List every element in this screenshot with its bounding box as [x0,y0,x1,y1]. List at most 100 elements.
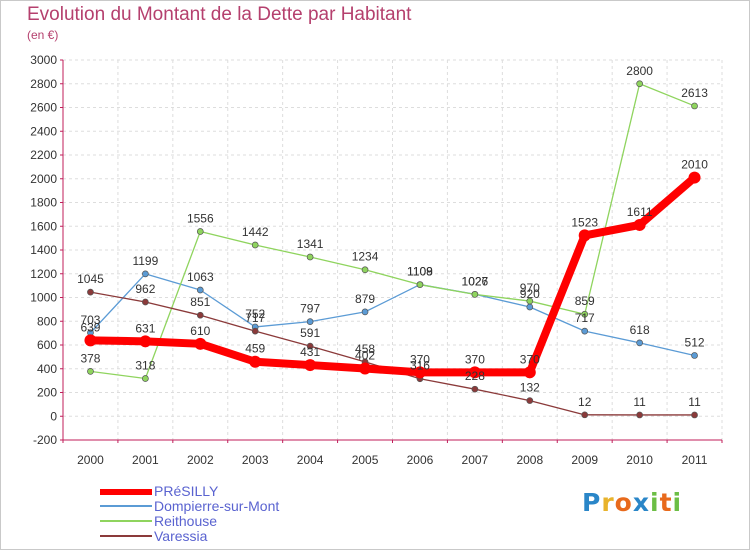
y-tick-label: 200 [37,386,57,400]
logo-letter: x [632,488,650,517]
chart-title: Evolution du Montant de la Dette par Hab… [27,4,412,25]
y-tick-label: 2000 [30,172,57,186]
y-tick-label: 1600 [30,219,57,233]
data-label: 962 [135,282,155,296]
data-label: 717 [575,311,595,325]
data-label: 920 [520,287,540,301]
data-point [306,253,314,261]
y-tick-label: 800 [37,314,57,328]
x-tick-label: 2011 [682,453,708,467]
x-tick-label: 2006 [407,453,434,467]
data-label: 851 [190,295,210,309]
data-point [361,308,369,316]
legend-swatch-varessia [100,535,152,537]
data-label: 610 [190,324,210,338]
legend-label: Reithouse [154,513,218,529]
legend-swatch-dompierre [100,505,152,507]
legend-label: Dompierre-sur-Mont [154,498,280,514]
series-line [89,273,696,357]
x-tick-label: 2003 [242,453,269,467]
data-label: 591 [300,326,320,340]
data-point [471,291,479,298]
data-point [468,366,481,379]
data-point [304,359,317,372]
data-label: 458 [355,342,375,356]
data-label: 703 [80,313,100,327]
data-point [139,335,152,348]
data-point [636,80,643,88]
data-label: 879 [355,292,375,306]
data-label: 1109 [407,265,433,279]
x-tick-label: 2001 [132,453,159,467]
x-tick-label: 2005 [352,453,379,467]
x-tick-label: 2004 [297,453,324,467]
data-label: 1027 [462,274,489,288]
data-label: 1341 [297,237,324,251]
data-label: 318 [135,358,155,372]
legend-swatch-presilly [100,489,152,495]
data-point [526,397,534,404]
data-label: 316 [410,359,430,373]
data-point [87,368,94,375]
data-label: 1442 [242,225,269,239]
data-point [196,228,204,235]
data-label: 1108 [407,265,433,279]
data-label: 1026 [462,274,489,288]
legend-label: PRéSILLY [154,483,219,499]
data-point [416,281,424,289]
data-label: 2613 [681,86,708,100]
data-point [194,337,207,350]
data-point [581,327,589,335]
y-tick-label: 0 [50,409,57,423]
data-label: 459 [245,342,265,356]
y-tick-label: 1400 [30,243,57,257]
data-label: 12 [578,395,592,409]
data-label: 639 [80,320,100,334]
x-tick-label: 2000 [77,453,104,467]
logo-letter: i [650,488,660,517]
series-line [89,83,696,380]
data-label: 1045 [77,272,104,286]
data-point [87,288,94,296]
y-tick-label: 2600 [30,101,57,115]
data-label: 970 [520,281,540,295]
logo-letter: i [672,488,683,517]
data-point [196,286,204,294]
x-tick-label: 2008 [516,453,543,467]
data-point [361,266,369,274]
data-label: 1234 [352,250,379,264]
legend-swatch-reithouse [100,520,152,522]
logo-letter: P [582,488,602,517]
data-label: 11 [633,395,646,409]
data-label: 2010 [681,158,708,172]
data-point [581,411,589,419]
y-tick-label: 400 [37,362,57,376]
data-point [413,366,426,379]
data-point [688,171,701,184]
x-tick-label: 2010 [626,453,653,467]
x-tick-label: 2007 [462,453,489,467]
logo-letter: t [659,488,673,517]
data-point [526,297,534,305]
data-label: 752 [245,307,265,321]
data-point [526,303,534,311]
data-label: 631 [135,321,155,335]
data-label: 859 [575,294,595,308]
data-label: 132 [520,381,540,395]
data-label: 717 [245,311,265,325]
y-tick-label: 2200 [30,148,57,162]
y-tick-label: 3000 [30,53,57,67]
x-tick-label: 2002 [187,453,214,467]
data-point [523,366,536,379]
data-label: 797 [300,302,320,316]
data-point [636,411,643,419]
data-label: 1611 [627,205,653,219]
data-point [636,339,643,347]
logo-letter: o [614,488,633,517]
data-point [249,355,262,368]
data-label: 1556 [187,211,214,225]
data-point [359,362,372,375]
series-line [86,173,699,377]
data-point [691,352,698,359]
data-label: 370 [465,352,485,366]
